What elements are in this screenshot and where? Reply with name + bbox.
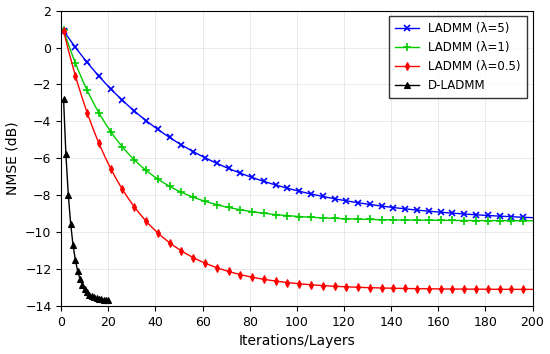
LADMM (λ=5)	[147, 122, 154, 126]
D-LADMM	[74, 269, 81, 273]
LADMM (λ=5)	[505, 215, 512, 219]
D-LADMM	[100, 298, 107, 302]
LADMM (λ=0.5)	[60, 29, 67, 33]
D-LADMM	[81, 287, 88, 291]
D-LADMM	[77, 277, 84, 281]
D-LADMM	[79, 283, 86, 287]
LADMM (λ=0.5)	[147, 224, 154, 228]
D-LADMM	[94, 296, 100, 301]
D-LADMM	[72, 258, 79, 262]
D-LADMM	[105, 298, 112, 302]
LADMM (λ=1)	[529, 218, 536, 223]
Line: LADMM (λ=5): LADMM (λ=5)	[60, 27, 536, 221]
LADMM (λ=1)	[60, 28, 67, 32]
D-LADMM	[67, 222, 74, 226]
Line: LADMM (λ=0.5): LADMM (λ=0.5)	[61, 28, 535, 292]
Y-axis label: NMSE (dB): NMSE (dB)	[6, 121, 20, 195]
LADMM (λ=0.5)	[505, 287, 512, 291]
LADMM (λ=0.5)	[529, 287, 536, 292]
D-LADMM	[60, 97, 67, 102]
LADMM (λ=1)	[489, 218, 496, 223]
D-LADMM	[98, 297, 104, 302]
D-LADMM	[96, 297, 102, 301]
LADMM (λ=0.5)	[89, 124, 95, 128]
D-LADMM	[63, 152, 69, 156]
D-LADMM	[89, 294, 95, 298]
Legend: LADMM (λ=5), LADMM (λ=1), LADMM (λ=0.5), D-LADMM: LADMM (λ=5), LADMM (λ=1), LADMM (λ=0.5),…	[389, 16, 526, 98]
LADMM (λ=5)	[489, 213, 496, 218]
D-LADMM	[84, 290, 90, 295]
LADMM (λ=5)	[79, 55, 86, 59]
D-LADMM	[91, 295, 97, 299]
LADMM (λ=1)	[185, 193, 192, 198]
D-LADMM	[70, 242, 76, 247]
X-axis label: Iterations/Layers: Iterations/Layers	[239, 335, 355, 348]
D-LADMM	[65, 192, 72, 196]
LADMM (λ=1)	[147, 172, 154, 176]
LADMM (λ=0.5)	[489, 287, 496, 291]
LADMM (λ=5)	[529, 216, 536, 220]
LADMM (λ=1)	[505, 218, 512, 223]
LADMM (λ=1)	[89, 98, 95, 102]
D-LADMM	[103, 298, 109, 302]
D-LADMM	[86, 292, 93, 297]
LADMM (λ=5)	[89, 66, 95, 70]
LADMM (λ=1)	[79, 78, 86, 82]
Line: D-LADMM: D-LADMM	[60, 96, 112, 304]
LADMM (λ=5)	[185, 147, 192, 151]
Line: LADMM (λ=1): LADMM (λ=1)	[59, 26, 537, 225]
LADMM (λ=0.5)	[79, 96, 86, 101]
LADMM (λ=0.5)	[185, 253, 192, 257]
LADMM (λ=5)	[60, 29, 67, 33]
